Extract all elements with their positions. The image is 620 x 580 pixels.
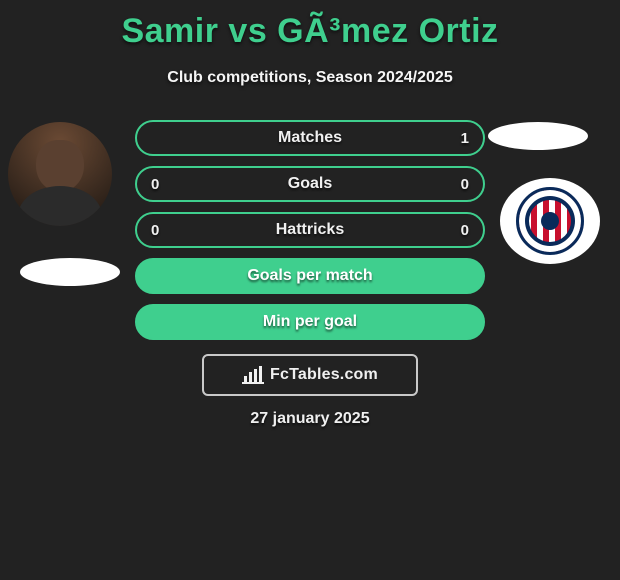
stat-left-value: 0: [151, 176, 159, 193]
stat-row-matches: Matches 1: [135, 120, 485, 156]
stat-row-goals-per-match: Goals per match: [135, 258, 485, 294]
stat-right-value: 0: [461, 222, 469, 239]
stat-right-value: 1: [461, 130, 469, 147]
stat-label: Hattricks: [276, 221, 344, 239]
brand-box[interactable]: FcTables.com: [202, 354, 418, 396]
stat-right-value: 0: [461, 176, 469, 193]
subtitle: Club competitions, Season 2024/2025: [0, 69, 620, 87]
stats-table: Matches 1 0 Goals 0 0 Hattricks 0 Goals …: [0, 120, 620, 350]
stat-row-min-per-goal: Min per goal: [135, 304, 485, 340]
stat-label: Matches: [278, 129, 342, 147]
stat-label: Min per goal: [263, 313, 357, 331]
page-title: Samir vs GÃ³mez Ortiz: [0, 0, 620, 51]
stat-row-goals: 0 Goals 0: [135, 166, 485, 202]
stat-left-value: 0: [151, 222, 159, 239]
stat-label: Goals per match: [247, 267, 372, 285]
stat-row-hattricks: 0 Hattricks 0: [135, 212, 485, 248]
date-text: 27 january 2025: [0, 410, 620, 428]
stat-label: Goals: [288, 175, 332, 193]
bar-chart-icon: [242, 366, 264, 384]
brand-text: FcTables.com: [270, 366, 378, 384]
